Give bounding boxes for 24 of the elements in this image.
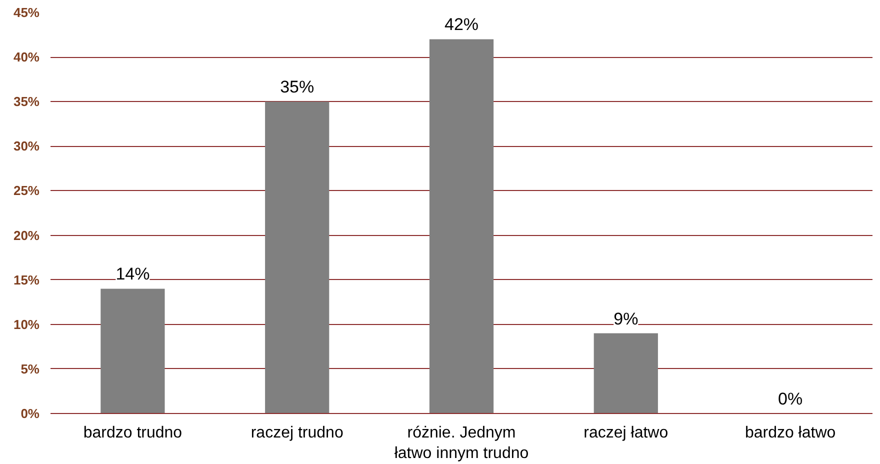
data-label: 14% [116, 264, 150, 284]
bar [594, 333, 658, 414]
y-tick-label: 10% [13, 316, 40, 332]
x-tick-label: raczej trudno [250, 424, 344, 442]
y-tick-label: 0% [20, 406, 40, 421]
y-tick-label: 5% [20, 361, 40, 376]
data-label: 9% [614, 309, 638, 328]
x-tick-label: raczej łatwo [584, 424, 668, 442]
bar [429, 39, 494, 414]
y-tick-label: 35% [13, 94, 40, 110]
data-label: 0% [778, 390, 803, 408]
x-tick-label: różnie. Jednym łatwo innym trudno [394, 424, 529, 462]
bar [100, 288, 165, 414]
y-tick-label: 25% [13, 183, 40, 198]
x-tick-label: bardzo łatwo [744, 424, 836, 442]
x-tick-label: bardzo trudno [83, 424, 182, 442]
data-label: 35% [280, 78, 314, 97]
y-tick-label: 15% [13, 272, 40, 288]
y-tick-label: 30% [13, 138, 40, 154]
bar [265, 102, 330, 414]
data-label: 42% [444, 15, 479, 34]
y-tick-label: 20% [13, 228, 40, 243]
y-tick-label: 45% [13, 5, 40, 20]
y-tick-label: 40% [13, 50, 40, 65]
